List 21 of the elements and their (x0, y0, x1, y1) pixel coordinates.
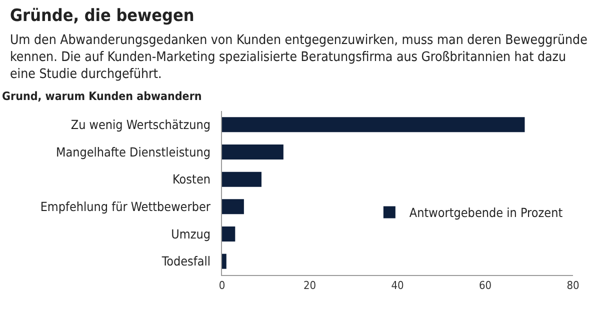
bar (222, 254, 226, 269)
chart-title: Gründe, die bewegen (10, 6, 196, 26)
legend-label: Antwortgebende in Prozent (409, 205, 564, 220)
x-tick-label: 80 (566, 279, 580, 292)
y-tick-label: Todesfall (160, 254, 210, 269)
y-tick-label: Umzug (171, 226, 210, 242)
chart-subtitle: Um den Abwanderungsgedanken von Kunden entgegenzuwirken, muss man deren Beweggründe kennen. Die auf Kunden-Marketing spezialisierte Beratungsfirma aus Großbritannien hat dazu eine Studie durchgeführt. (10, 32, 588, 83)
y-axis-title: Grund, warum Kunden abwandern (2, 89, 202, 103)
bar (222, 172, 262, 187)
bar (222, 226, 236, 242)
y-tick-label: Zu wenig Wertschätzung (70, 117, 210, 132)
y-tick-label: Mangelhafte Dienstleistung (56, 144, 210, 160)
bar (222, 144, 284, 160)
y-tick-label: Empfehlung für Wettbewerber (40, 199, 211, 214)
bar (222, 117, 525, 132)
y-tick-label: Kosten (172, 172, 210, 187)
x-tick-label: 0 (218, 279, 226, 292)
x-tick-label: 40 (391, 279, 404, 292)
bar (222, 199, 244, 214)
x-tick-label: 20 (303, 279, 316, 292)
x-tick-label: 60 (478, 279, 492, 292)
